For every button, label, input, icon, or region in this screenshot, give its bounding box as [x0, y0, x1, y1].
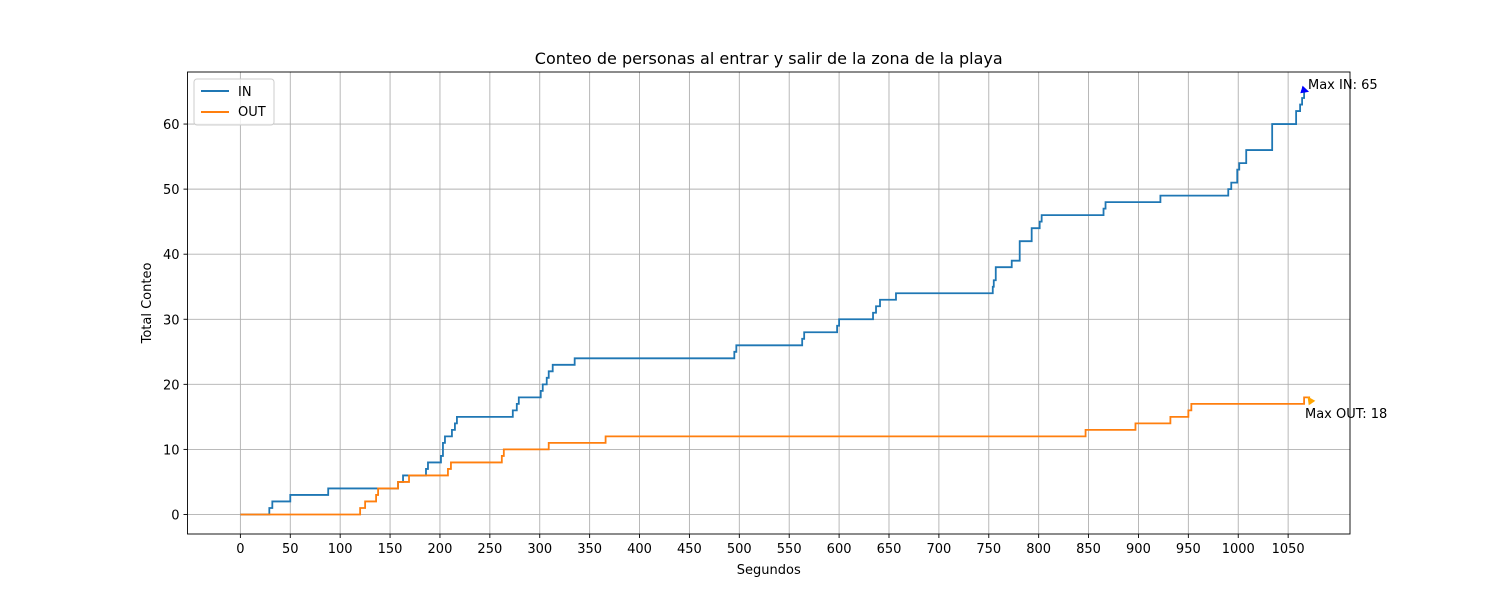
legend-label-in: IN [238, 85, 252, 100]
x-tick-label: 50 [282, 542, 299, 557]
annotation-label: Max IN: 65 [1308, 78, 1378, 93]
y-tick-label: 10 [163, 443, 180, 458]
annotation-layer: Max IN: 65 Max OUT: 18 [1300, 78, 1387, 422]
y-tick-label: 30 [163, 313, 180, 328]
series-line-out [240, 396, 1311, 516]
x-tick-label: 600 [827, 542, 852, 557]
x-tick-label: 0 [236, 542, 244, 557]
x-tick-label: 100 [328, 542, 353, 557]
x-tick-label: 400 [627, 542, 652, 557]
x-tick-label: 250 [477, 542, 502, 557]
x-tick-label: 1050 [1272, 542, 1305, 557]
x-tick-label: 1000 [1222, 542, 1255, 557]
x-tick-label: 800 [1026, 542, 1051, 557]
tick-layer: 0 50 100 150 200 250 300 350 400 450 500 550 600 650 7… [163, 118, 1305, 557]
x-axis-label: Segundos [737, 563, 801, 578]
annotation-arrow [1307, 396, 1316, 406]
x-tick-label: 950 [1176, 542, 1201, 557]
y-axis-label: Total Conteo [140, 263, 155, 345]
legend: IN OUT [193, 78, 275, 126]
x-tick-label: 550 [777, 542, 802, 557]
grid-layer [187, 72, 1350, 534]
annotation-label: Max OUT: 18 [1305, 407, 1387, 422]
x-tick-label: 900 [1126, 542, 1151, 557]
plot-frame [187, 71, 1351, 535]
x-tick-label: 150 [378, 542, 403, 557]
y-tick-label: 50 [163, 183, 180, 198]
x-tick-label: 200 [428, 542, 453, 557]
chart-title: Conteo de personas al entrar y salir de … [535, 49, 1003, 68]
annotation-arrow [1300, 85, 1310, 94]
y-tick-label: 20 [163, 378, 180, 393]
x-tick-label: 450 [677, 542, 702, 557]
x-tick-label: 300 [527, 542, 552, 557]
x-tick-label: 500 [727, 542, 752, 557]
x-tick-label: 650 [877, 542, 902, 557]
y-tick-label: 40 [163, 248, 180, 263]
x-tick-label: 700 [926, 542, 951, 557]
x-tick-label: 750 [976, 542, 1001, 557]
legend-label-out: OUT [238, 105, 266, 120]
series-layer [240, 90, 1311, 516]
x-tick-label: 350 [577, 542, 602, 557]
y-tick-label: 60 [163, 118, 180, 133]
y-tick-label: 0 [171, 508, 179, 523]
x-tick-label: 850 [1076, 542, 1101, 557]
series-line-in [240, 90, 1307, 516]
